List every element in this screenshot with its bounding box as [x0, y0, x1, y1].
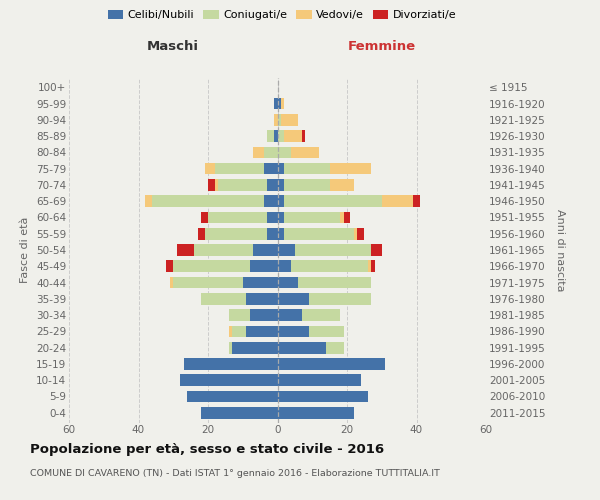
Bar — [284, 130, 302, 142]
Bar — [298, 276, 371, 288]
Bar — [284, 212, 340, 224]
Bar — [170, 276, 173, 288]
Bar — [267, 130, 274, 142]
Bar — [201, 293, 246, 304]
Bar — [253, 146, 263, 158]
Bar — [208, 212, 267, 224]
Bar — [292, 146, 319, 158]
Y-axis label: Fasce di età: Fasce di età — [20, 217, 31, 283]
Bar — [277, 163, 284, 174]
Bar — [371, 244, 382, 256]
Bar — [274, 98, 277, 110]
Bar — [277, 244, 295, 256]
Bar — [263, 163, 277, 174]
Bar — [194, 244, 253, 256]
Bar — [205, 163, 215, 174]
Y-axis label: Anni di nascita: Anni di nascita — [555, 208, 565, 291]
Bar — [277, 228, 284, 239]
Bar — [274, 130, 277, 142]
Bar — [277, 326, 309, 337]
Bar — [263, 146, 277, 158]
Bar — [413, 196, 420, 207]
Bar — [326, 342, 344, 353]
Bar — [201, 212, 208, 224]
Bar — [184, 358, 277, 370]
Bar — [277, 374, 361, 386]
Bar — [277, 260, 292, 272]
Bar — [215, 179, 218, 191]
Bar — [309, 293, 371, 304]
Bar — [277, 342, 326, 353]
Bar — [309, 326, 344, 337]
Bar — [354, 228, 358, 239]
Bar — [267, 212, 277, 224]
Bar — [302, 309, 340, 321]
Bar — [329, 179, 354, 191]
Bar — [263, 196, 277, 207]
Bar — [284, 163, 329, 174]
Bar — [277, 276, 298, 288]
Bar — [277, 196, 284, 207]
Bar — [277, 114, 281, 126]
Bar — [201, 407, 277, 418]
Bar — [277, 309, 302, 321]
Bar — [197, 228, 205, 239]
Bar — [277, 130, 284, 142]
Bar — [250, 260, 277, 272]
Bar — [277, 179, 284, 191]
Bar — [277, 390, 368, 402]
Bar — [277, 293, 309, 304]
Bar — [205, 228, 267, 239]
Bar — [177, 244, 194, 256]
Bar — [277, 407, 354, 418]
Bar — [173, 260, 250, 272]
Bar — [229, 342, 232, 353]
Bar — [232, 342, 277, 353]
Bar — [187, 390, 277, 402]
Bar — [274, 114, 277, 126]
Bar — [208, 179, 215, 191]
Bar — [267, 228, 277, 239]
Legend: Celibi/Nubili, Coniugati/e, Vedovi/e, Divorziati/e: Celibi/Nubili, Coniugati/e, Vedovi/e, Di… — [103, 6, 461, 25]
Text: Femmine: Femmine — [347, 40, 416, 52]
Bar — [277, 358, 385, 370]
Bar — [229, 326, 232, 337]
Bar — [267, 179, 277, 191]
Bar — [246, 326, 277, 337]
Text: COMUNE DI CAVARENO (TN) - Dati ISTAT 1° gennaio 2016 - Elaborazione TUTTITALIA.I: COMUNE DI CAVARENO (TN) - Dati ISTAT 1° … — [30, 469, 440, 478]
Bar — [302, 130, 305, 142]
Bar — [284, 196, 382, 207]
Bar — [215, 163, 263, 174]
Bar — [173, 276, 243, 288]
Bar — [329, 163, 371, 174]
Bar — [295, 244, 371, 256]
Bar — [232, 326, 246, 337]
Bar — [277, 146, 292, 158]
Bar — [180, 374, 277, 386]
Bar — [229, 309, 250, 321]
Bar — [250, 309, 277, 321]
Bar — [253, 244, 277, 256]
Bar — [243, 276, 277, 288]
Bar — [340, 212, 344, 224]
Bar — [152, 196, 263, 207]
Bar — [368, 260, 371, 272]
Bar — [166, 260, 173, 272]
Bar — [292, 260, 368, 272]
Bar — [218, 179, 267, 191]
Bar — [246, 293, 277, 304]
Bar — [284, 179, 329, 191]
Bar — [281, 114, 298, 126]
Bar — [145, 196, 152, 207]
Bar — [344, 212, 350, 224]
Bar — [277, 98, 281, 110]
Bar — [281, 98, 284, 110]
Bar — [284, 228, 354, 239]
Bar — [358, 228, 364, 239]
Text: Maschi: Maschi — [147, 40, 199, 52]
Bar — [277, 212, 284, 224]
Bar — [371, 260, 375, 272]
Bar — [382, 196, 413, 207]
Text: Popolazione per età, sesso e stato civile - 2016: Popolazione per età, sesso e stato civil… — [30, 442, 384, 456]
